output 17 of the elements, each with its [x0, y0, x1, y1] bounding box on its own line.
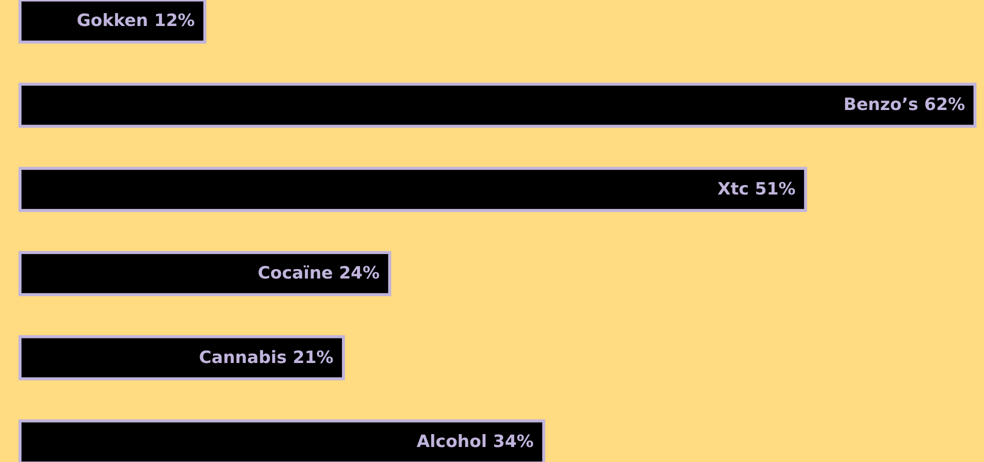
data-label: 12% [154, 11, 195, 32]
y-tick-label: Gokken [76, 11, 148, 32]
bar [18, 251, 392, 296]
bar [18, 82, 976, 128]
data-label: 21% [292, 348, 334, 368]
bar [18, 335, 345, 380]
data-label: 34% [493, 432, 534, 452]
bar [18, 0, 206, 44]
y-tick-label: Xtc [718, 179, 749, 200]
data-label: 62% [924, 95, 965, 116]
y-tick-label: Alcohol [416, 432, 488, 452]
y-tick-label: Benzo’s [844, 95, 918, 116]
data-label: 24% [338, 264, 380, 284]
bar [18, 166, 808, 212]
y-tick-label: Cocaïne [258, 264, 333, 284]
y-tick-label: Cannabis [199, 348, 287, 368]
data-label: 51% [754, 179, 796, 200]
